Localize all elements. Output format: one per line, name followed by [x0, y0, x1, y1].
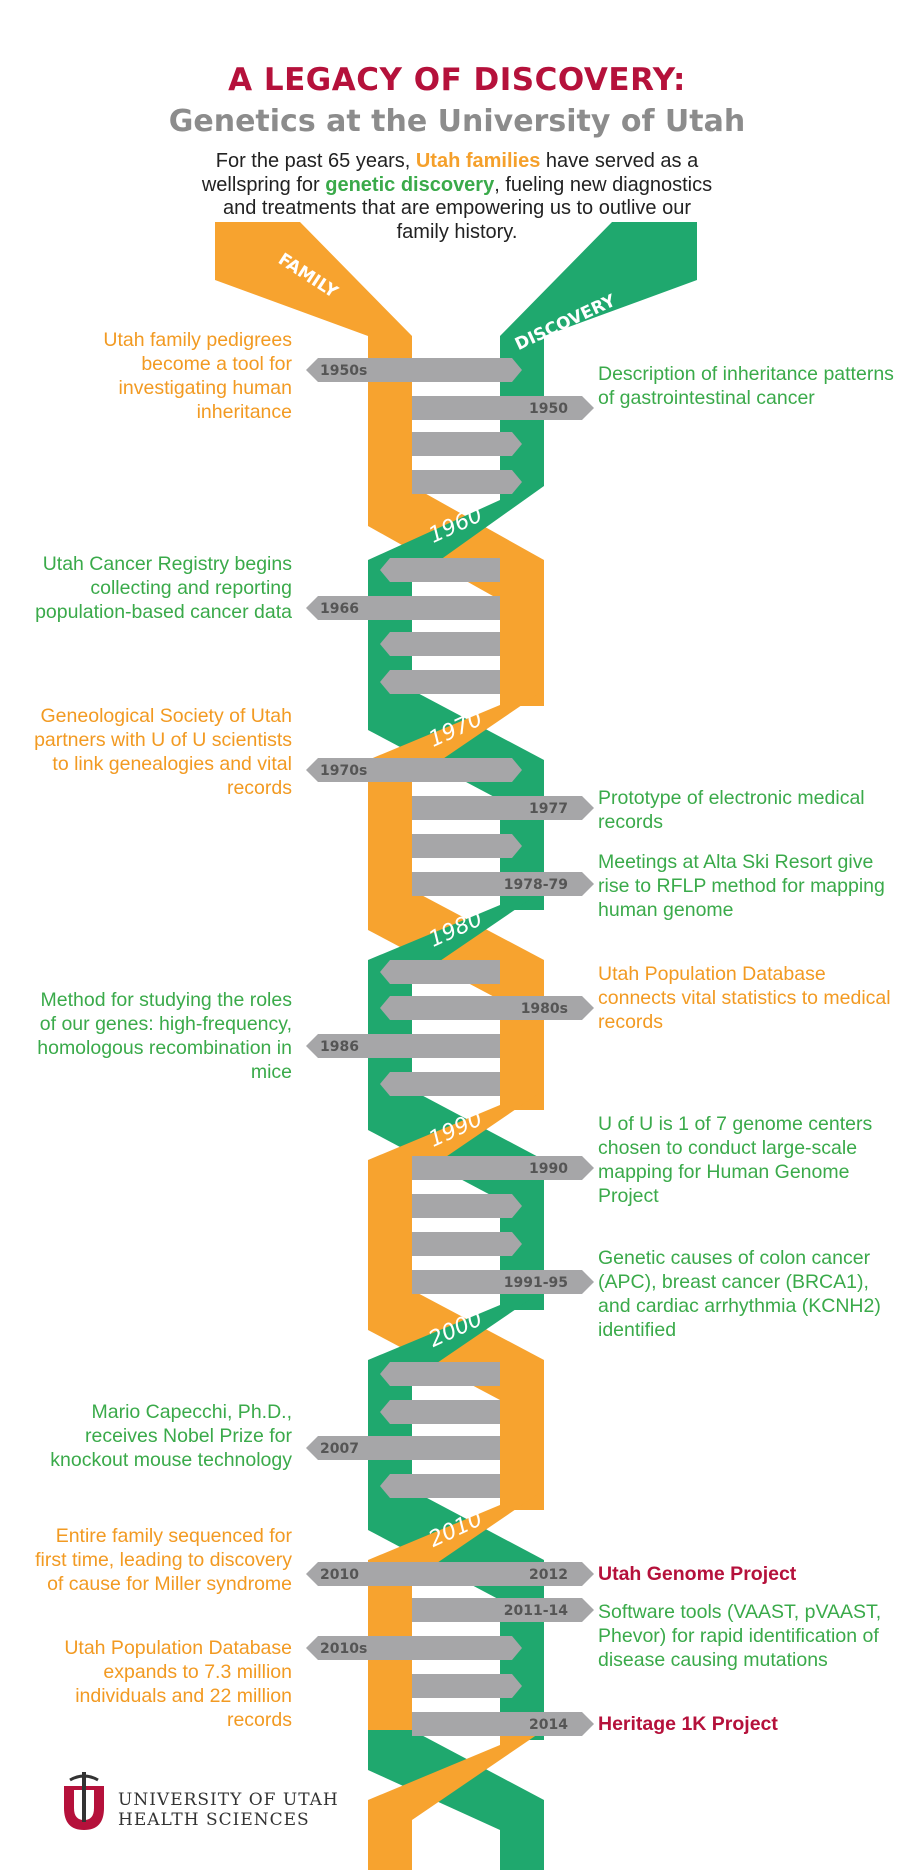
intro-part1: For the past 65 years,: [215, 150, 411, 172]
rung-2008: [380, 1474, 500, 1498]
arrow-1950s: [306, 358, 522, 382]
event-left-1966: Utah Cancer Registry begins collecting a…: [35, 553, 292, 623]
tag-1966: 1966: [320, 601, 359, 617]
tag-2012: 2012: [529, 1567, 568, 1583]
event-right-1950: Description of inheritance patterns of g…: [598, 363, 894, 409]
rung-1955a: [412, 432, 522, 456]
arrow-1977: [412, 796, 594, 820]
event-left-1950s: Utah family pedigrees become a tool for …: [103, 329, 292, 423]
arrow-2014: [412, 1712, 594, 1736]
intro-part2: have served as a wellspring for: [201, 150, 699, 196]
arrow-2007: [306, 1436, 500, 1460]
strand-right-seg6: [500, 1360, 544, 1510]
event-right-1991-95: Genetic causes of colon cancer (APC), br…: [598, 1247, 881, 1341]
arrow-2011-14: [412, 1598, 594, 1622]
rung-1994: [412, 1232, 522, 1256]
tag-1980s: 1980s: [521, 1001, 568, 1017]
tag-1950: 1950: [529, 401, 568, 417]
strand-right-seg4: [500, 960, 544, 1110]
arrow-1986: [306, 1034, 500, 1058]
tag-1970s: 1970s: [320, 763, 367, 779]
rung-1964: [380, 632, 500, 656]
arrows-right: [380, 396, 594, 1736]
strand-left-seg3: [368, 760, 412, 910]
logo-line1: UNIVERSITY OF UTAH: [118, 1790, 339, 1810]
page-subtitle: Genetics at the University of Utah: [168, 104, 746, 139]
event-left-1970s: Geneological Society of Utah partners wi…: [34, 705, 292, 799]
strand-right-seg2: [500, 560, 544, 706]
arrows-left: [306, 358, 594, 1660]
rung-2004: [380, 1400, 500, 1424]
rung-1968: [380, 670, 500, 694]
intro-text: For the past 65 years, Utah families hav…: [200, 150, 714, 244]
strand-left-seg5: [368, 1160, 412, 1310]
crossover-bottom-back: [368, 1730, 544, 1870]
event-right-1977: Prototype of electronic medical records: [598, 787, 865, 833]
tag-1990: 1990: [529, 1161, 568, 1177]
rung-1976: [412, 834, 522, 858]
event-left-2010s: Utah Population Database expands to 7.3 …: [64, 1637, 292, 1731]
logo-line2: HEALTH SCIENCES: [118, 1810, 310, 1830]
event-left-2007: Mario Capecchi, Ph.D., receives Nobel Pr…: [50, 1401, 292, 1471]
event-right-1980s: Utah Population Database connects vital …: [598, 963, 891, 1033]
page-title: A LEGACY OF DISCOVERY:: [228, 62, 686, 98]
event-left-1986: Method for studying the roles of our gen…: [37, 989, 292, 1083]
event-right-2012: Utah Genome Project: [598, 1563, 797, 1585]
intro-discovery: genetic discovery: [325, 173, 495, 196]
arrow-1990: [412, 1156, 594, 1180]
event-left-2010: Entire family sequenced for first time, …: [35, 1525, 292, 1595]
rung-1962: [380, 558, 500, 582]
discovery-ribbon-top: [500, 222, 697, 392]
arrow-1991-95: [412, 1270, 594, 1294]
tag-1986: 1986: [320, 1039, 359, 1055]
arrow-2010s: [306, 1636, 522, 1660]
rung-2013: [412, 1674, 522, 1698]
arrow-1970s: [306, 758, 522, 782]
tag-1991-95: 1991-95: [504, 1275, 568, 1291]
arrow-1978-79: [412, 872, 594, 896]
rung-2002: [380, 1362, 500, 1386]
tag-1950s: 1950s: [320, 363, 367, 379]
tag-2007: 2007: [320, 1441, 359, 1457]
event-right-1990: U of U is 1 of 7 genome centers chosen t…: [598, 1113, 873, 1207]
event-right-1978-79: Meetings at Alta Ski Resort give rise to…: [598, 851, 885, 921]
tag-1977: 1977: [529, 801, 568, 817]
rung-1992: [412, 1194, 522, 1218]
rung-1955b: [412, 470, 522, 494]
arrow-1950: [412, 396, 594, 420]
arrow-1966: [306, 596, 500, 620]
event-right-2014: Heritage 1K Project: [598, 1713, 778, 1735]
arrow-1980s: [380, 996, 594, 1020]
tag-2014: 2014: [529, 1717, 568, 1733]
intro-families: Utah families: [415, 150, 541, 172]
intro-part3: , fueling new diagnostics and treatments…: [222, 173, 713, 243]
university-logo-text: UNIVERSITY OF UTAH HEALTH SCIENCES: [118, 1790, 339, 1830]
family-ribbon-top: [215, 222, 412, 392]
university-logo-icon: [64, 1772, 104, 1830]
crossover-bottom-front: [368, 1730, 544, 1870]
tag-1978-79: 1978-79: [504, 877, 568, 893]
tag-2010s: 2010s: [320, 1641, 367, 1657]
rung-1982: [380, 960, 500, 984]
rung-1988: [380, 1072, 500, 1096]
rungs-plain: [380, 432, 522, 1698]
arrow-2010: [306, 1562, 594, 1586]
tag-2011-14: 2011-14: [504, 1603, 569, 1619]
tag-2010: 2010: [320, 1567, 359, 1583]
event-right-2011-14: Software tools (VAAST, pVAAST, Phevor) f…: [598, 1601, 882, 1671]
